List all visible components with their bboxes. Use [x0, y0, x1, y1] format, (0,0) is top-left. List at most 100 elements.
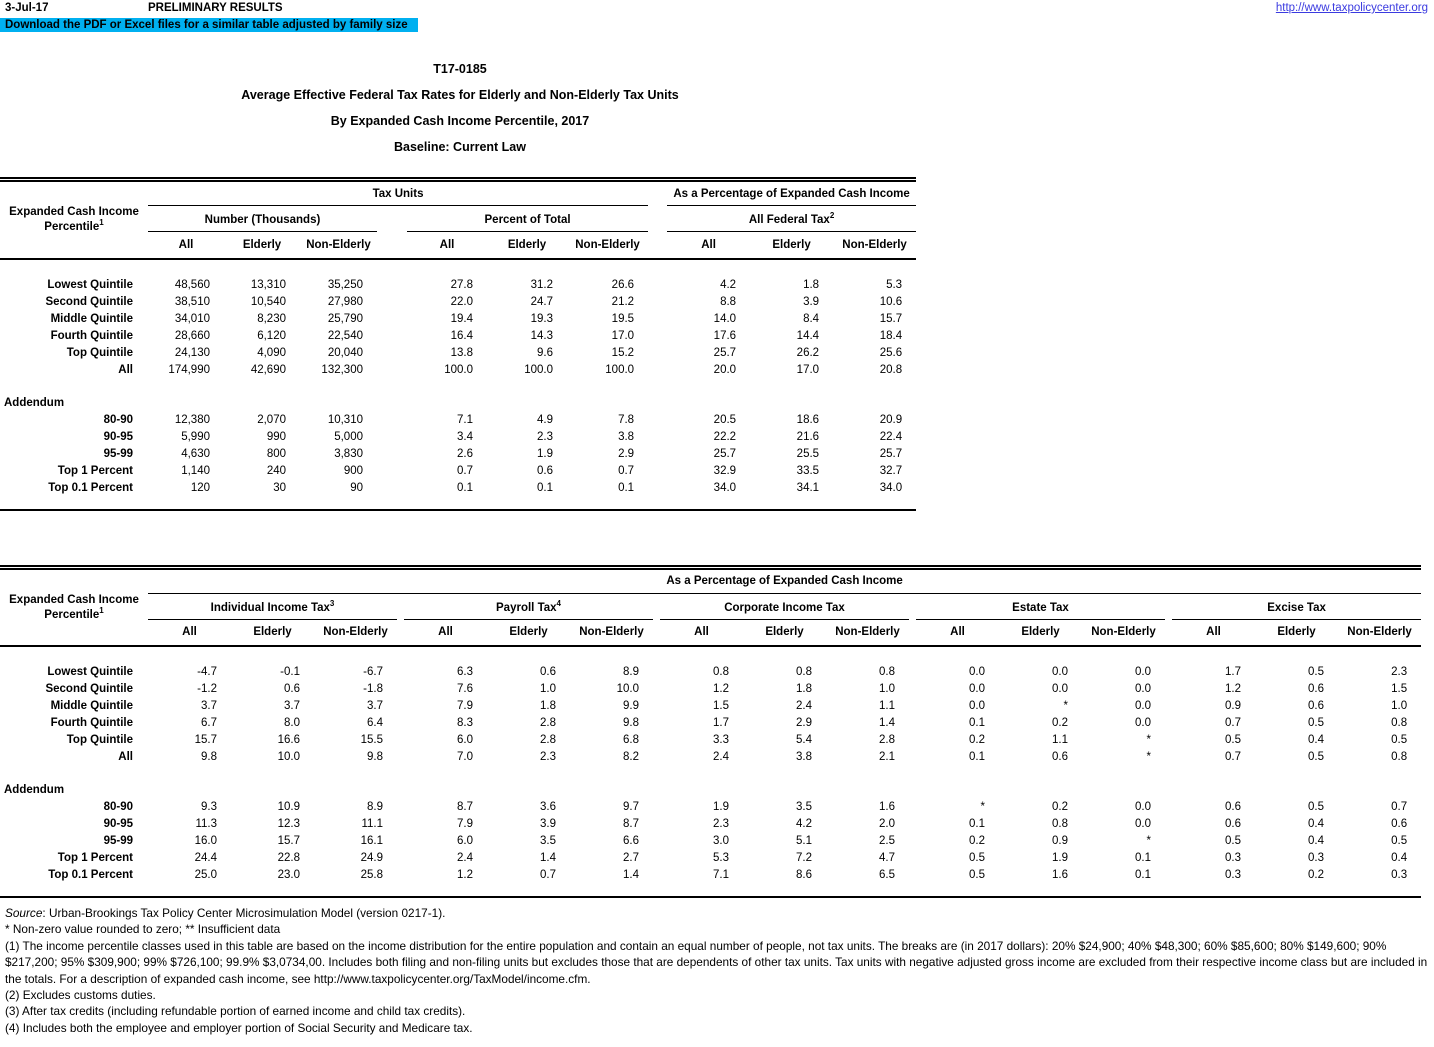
group-header-individual-income-tax: Individual Income Tax3	[148, 593, 397, 620]
col-header-all: All	[660, 619, 743, 647]
value-cell: 8.3	[457, 717, 473, 729]
column-gap	[653, 867, 660, 884]
value-cell: 25.7	[713, 346, 737, 359]
column-gap	[1165, 619, 1172, 647]
column-gap	[653, 732, 660, 749]
column-gap	[1165, 715, 1172, 732]
value-cell: 9.3	[201, 801, 217, 813]
value-cell: 800	[266, 447, 286, 460]
column-gap	[648, 362, 667, 379]
value-cell: 25.5	[796, 447, 820, 460]
value-cell: 0.6	[1391, 818, 1408, 830]
row-label: Middle Quintile	[50, 700, 133, 712]
value-cell: 0.5	[1391, 835, 1408, 847]
blank-row	[0, 259, 916, 277]
value-cell: 1.8	[803, 278, 820, 291]
row-label: Second Quintile	[45, 295, 133, 308]
value-cell: 10.0	[616, 683, 639, 695]
value-cell: *	[1146, 751, 1151, 763]
footnotes: Source: Urban-Brookings Tax Policy Cente…	[5, 905, 1429, 1036]
column-gap	[648, 463, 667, 480]
taxpolicycenter-link[interactable]: http://www.taxpolicycenter.org	[1275, 2, 1428, 14]
table-row: Top 1 Percent 24.4 22.8 24.9 2.4 1.4 2.7 5.3 7.2…	[0, 850, 1421, 867]
value-cell: 6.6	[623, 835, 639, 847]
column-gap	[377, 294, 407, 311]
value-cell: 34.0	[879, 481, 903, 494]
value-cell: 26.6	[611, 278, 635, 291]
value-cell: 0.6	[1308, 683, 1324, 695]
value-cell: 0.5	[1308, 801, 1324, 813]
row-label: Top 1 Percent	[57, 464, 133, 477]
value-cell: 2.4	[713, 751, 729, 763]
value-cell: 7.9	[457, 700, 473, 712]
value-cell: 2.8	[879, 734, 895, 746]
value-cell: 1.4	[623, 869, 639, 881]
title-line1: Average Effective Federal Tax Rates for …	[241, 88, 679, 102]
value-cell: 0.6	[284, 683, 300, 695]
value-cell: 1.4	[879, 717, 895, 729]
row-label: Top Quintile	[66, 346, 133, 359]
column-gap	[648, 231, 668, 260]
value-cell: 0.5	[1225, 734, 1241, 746]
value-cell: 11.3	[195, 818, 217, 830]
value-cell: 15.7	[194, 734, 217, 746]
column-gap	[397, 867, 404, 884]
footnote-ref-1: 1	[99, 605, 104, 615]
value-cell: 22.2	[713, 430, 737, 443]
column-gap	[1165, 867, 1172, 884]
value-cell: 2.5	[879, 835, 895, 847]
value-cell: 38,510	[174, 295, 210, 308]
column-gap	[648, 412, 667, 429]
column-gap	[653, 799, 660, 816]
column-gap	[1165, 698, 1172, 715]
value-cell: 48,560	[174, 278, 210, 291]
column-gap	[909, 749, 916, 766]
download-link[interactable]: Download the PDF or Excel files for a si…	[0, 18, 418, 32]
value-cell: 18.6	[796, 413, 820, 426]
table-row: Top Quintile 15.7 16.6 15.5 6.0 2.8 6.8 3.3 5.4 2…	[0, 732, 1421, 749]
value-cell: 0.0	[1052, 666, 1068, 678]
table-row: Lowest Quintile 48,560 13,310 35,250 27.8 31.…	[0, 277, 916, 294]
value-cell: 3.9	[540, 818, 556, 830]
column-gap	[397, 749, 404, 766]
value-cell: 1,140	[181, 464, 210, 477]
row-label: Middle Quintile	[50, 312, 133, 325]
value-cell: 9.8	[201, 751, 217, 763]
value-cell: 6,120	[257, 329, 286, 342]
table-row: 80-90 9.3 10.9 8.9 8.7 3.6 9.7 1.9 3.5 1.6 * 0.2 0.0…	[0, 799, 1421, 816]
table-row: Top Quintile 24,130 4,090 20,040 13.8 9.6 15.2…	[0, 345, 916, 362]
tax-type-rates-table-body: Lowest Quintile -4.7 -0.1 -6.7 6.3 0.6 8.9 0.8 0…	[0, 646, 1421, 897]
date-label: 3-Jul-17	[5, 2, 49, 14]
value-cell: 990	[266, 430, 286, 443]
group-header-all-federal-tax: All Federal Tax2	[667, 205, 917, 232]
value-cell: 0.5	[969, 869, 985, 881]
value-cell: 4.2	[720, 278, 737, 291]
addendum-row: Addendum	[0, 395, 916, 412]
column-gap	[397, 664, 404, 681]
value-cell: 2.0	[879, 818, 895, 830]
column-gap	[653, 664, 660, 681]
column-gap	[1165, 732, 1172, 749]
addendum-row: Addendum	[0, 782, 1421, 799]
value-cell: 17.0	[796, 363, 820, 376]
col-header-all: All	[1172, 619, 1255, 647]
row-label: Lowest Quintile	[47, 666, 133, 678]
value-cell: 0.0	[969, 666, 985, 678]
value-cell: 0.7	[1225, 717, 1241, 729]
value-cell: 8,230	[257, 312, 286, 325]
table-row: Top 1 Percent 1,140 240 900 0.7 0.6 0.7 32.9 33.…	[0, 463, 916, 480]
group-header-number-thousands: Number (Thousands)	[148, 205, 377, 232]
table-row: Fourth Quintile 6.7 8.0 6.4 8.3 2.8 9.8 1.7 2.9 1…	[0, 715, 1421, 732]
col-header-elderly: Elderly	[487, 231, 567, 260]
value-cell: 28,660	[174, 329, 210, 342]
value-cell: 2.4	[796, 700, 812, 712]
value-cell: 0.6	[1225, 801, 1241, 813]
value-cell: 0.4	[1308, 734, 1324, 746]
blank-row	[0, 646, 1421, 664]
value-cell: 0.5	[1225, 835, 1241, 847]
value-cell: 34,010	[174, 312, 210, 325]
value-cell: 2,070	[257, 413, 286, 426]
value-cell: 15.2	[611, 346, 635, 359]
col-header-non-elderly: Non-Elderly	[1082, 619, 1165, 647]
column-gap	[648, 206, 667, 232]
